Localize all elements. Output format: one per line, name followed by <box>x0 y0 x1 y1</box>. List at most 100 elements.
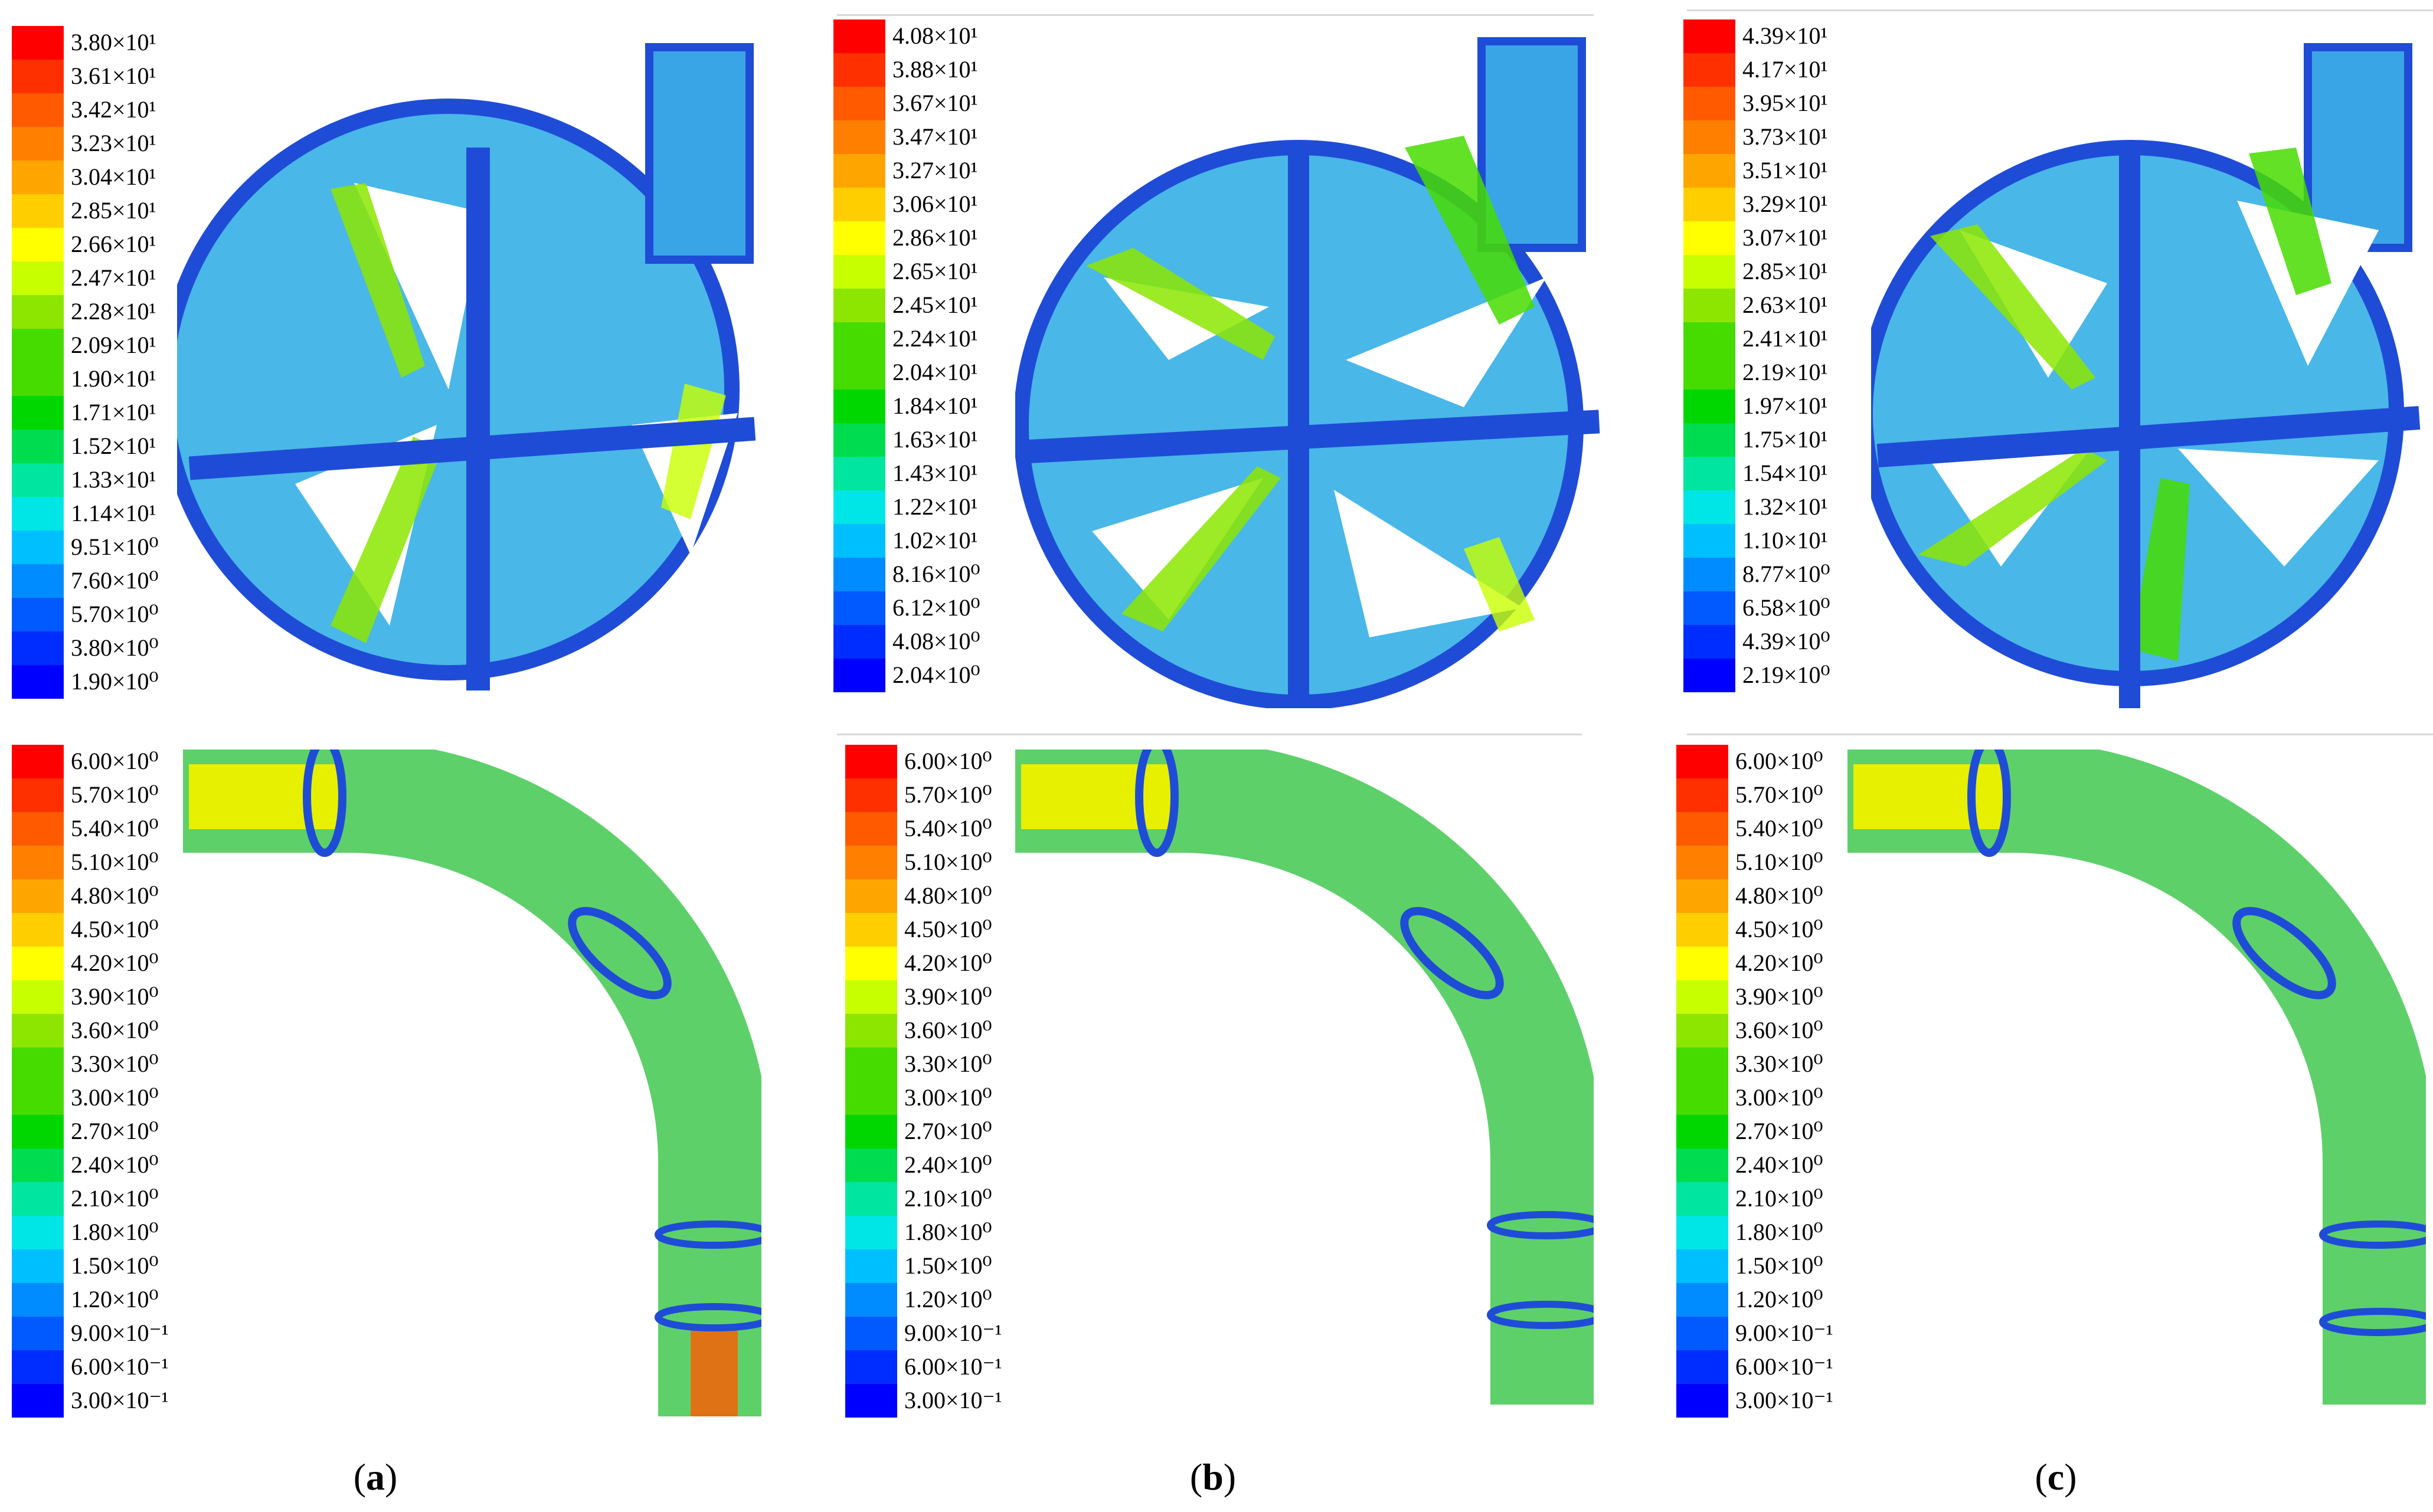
legend-label: 3.47×10¹ <box>892 123 978 150</box>
legend-entry: 3.80×10⁰ <box>12 631 224 665</box>
legend-entry: 3.88×10¹ <box>833 53 1046 87</box>
legend-label: 4.20×10⁰ <box>904 950 992 976</box>
legend-label: 5.10×10⁰ <box>904 849 992 875</box>
legend-swatch <box>845 1249 897 1283</box>
legend-entry: 5.40×10⁰ <box>12 812 224 846</box>
pipe-legend: 6.00×10⁰ 5.70×10⁰ 5.40×10⁰ 5.10×10⁰ 4.80×10⁰… <box>12 745 224 1418</box>
legend-entry: 4.50×10⁰ <box>845 913 1058 947</box>
flow-void <box>1334 490 1523 637</box>
legend-entry: 3.07×10¹ <box>1683 221 1896 255</box>
caption-letter: b <box>1202 1456 1224 1498</box>
legend-label: 6.00×10⁰ <box>1735 748 1823 774</box>
legend-label: 2.24×10¹ <box>892 325 978 352</box>
legend-swatch <box>1683 53 1735 87</box>
legend-entry: 3.00×10⁰ <box>845 1081 1058 1115</box>
legend-swatch <box>833 490 885 524</box>
legend-entry: 1.02×10¹ <box>833 524 1046 558</box>
legend-entry: 1.50×10⁰ <box>1676 1249 1889 1283</box>
legend-entry: 4.80×10⁰ <box>1676 879 1889 913</box>
outlet-duct <box>1477 37 1586 252</box>
legend-swatch <box>12 26 64 60</box>
separator-line <box>837 14 1594 16</box>
pipe-velocity-field <box>1847 750 2426 1405</box>
legend-entry: 2.24×10¹ <box>833 322 1046 356</box>
legend-entry: 2.40×10⁰ <box>1676 1148 1889 1182</box>
legend-label: 2.10×10⁰ <box>904 1185 992 1212</box>
legend-label: 5.70×10⁰ <box>71 781 159 808</box>
legend-entry: 4.39×10⁰ <box>1683 625 1896 659</box>
legend-label: 2.19×10¹ <box>1742 359 1828 385</box>
legend-label: 3.60×10⁰ <box>904 1017 992 1043</box>
legend-label: 1.50×10⁰ <box>71 1252 159 1279</box>
legend-label: 1.32×10¹ <box>1742 493 1828 520</box>
legend-swatch <box>845 1115 897 1148</box>
legend-entry: 4.20×10⁰ <box>845 947 1058 980</box>
legend-swatch <box>1676 1115 1728 1148</box>
legend-swatch <box>845 1317 897 1350</box>
legend-label: 3.80×10¹ <box>71 29 156 55</box>
legend-label: 2.04×10⁰ <box>892 662 980 688</box>
legend-entry: 1.10×10¹ <box>1683 524 1896 558</box>
legend-swatch <box>845 1283 897 1317</box>
blade-wake <box>1086 248 1275 360</box>
legend-label: 9.51×10⁰ <box>71 534 159 560</box>
legend-entry: 2.28×10¹ <box>12 295 224 329</box>
legend-swatch <box>845 1081 897 1115</box>
legend-swatch <box>1683 87 1735 120</box>
legend-label: 1.71×10¹ <box>71 399 156 426</box>
legend-swatch <box>833 356 885 390</box>
legend-label: 5.70×10⁰ <box>904 781 992 808</box>
legend-entry: 4.17×10¹ <box>1683 53 1896 87</box>
legend-swatch <box>833 591 885 625</box>
legend-label: 3.00×10⁻¹ <box>904 1387 1002 1413</box>
legend-label: 3.30×10⁰ <box>904 1050 992 1077</box>
legend-label: 2.28×10¹ <box>71 298 156 325</box>
legend-swatch <box>1676 745 1728 778</box>
legend-swatch <box>1683 188 1735 221</box>
legend-label: 3.73×10¹ <box>1742 123 1828 150</box>
legend-label: 3.27×10¹ <box>892 157 978 184</box>
legend-label: 3.04×10¹ <box>71 163 156 190</box>
legend-label: 2.85×10¹ <box>71 197 156 224</box>
legend-entry: 9.51×10⁰ <box>12 531 224 564</box>
legend-label: 6.12×10⁰ <box>892 594 980 621</box>
impeller-blade <box>1026 410 1600 464</box>
legend-swatch <box>845 913 897 947</box>
pipe-velocity-field <box>183 750 761 1416</box>
legend-swatch <box>12 947 64 980</box>
legend-label: 6.00×10⁻¹ <box>71 1353 169 1380</box>
legend-label: 3.95×10¹ <box>1742 90 1828 116</box>
legend-swatch <box>1683 19 1735 53</box>
legend-swatch <box>12 430 64 463</box>
legend-entry: 2.04×10⁰ <box>833 659 1046 692</box>
legend-swatch <box>1676 778 1728 812</box>
legend-label: 5.10×10⁰ <box>71 849 159 875</box>
pipe-legend: 6.00×10⁰ 5.70×10⁰ 5.40×10⁰ 5.10×10⁰ 4.80×10⁰… <box>845 745 1058 1418</box>
legend-label: 3.60×10⁰ <box>71 1017 159 1043</box>
legend-label: 2.63×10¹ <box>1742 292 1828 318</box>
legend-entry: 2.10×10⁰ <box>1676 1182 1889 1216</box>
legend-swatch <box>1676 1148 1728 1182</box>
legend-label: 4.20×10⁰ <box>71 950 159 976</box>
legend-entry: 4.80×10⁰ <box>12 879 224 913</box>
blade-wake <box>1405 136 1535 325</box>
legend-label: 2.40×10⁰ <box>904 1151 992 1178</box>
legend-label: 5.70×10⁰ <box>71 601 159 627</box>
legend-swatch <box>1676 812 1728 846</box>
legend-label: 2.70×10⁰ <box>71 1118 159 1144</box>
legend-swatch <box>12 497 64 531</box>
legend-label: 2.19×10⁰ <box>1742 662 1830 688</box>
legend-label: 5.40×10⁰ <box>904 815 992 842</box>
legend-entry: 2.04×10¹ <box>833 356 1046 390</box>
legend-label: 3.42×10¹ <box>71 96 156 123</box>
legend-label: 4.50×10⁰ <box>1735 916 1823 942</box>
pump-legend: 3.80×10¹ 3.61×10¹ 3.42×10¹ 3.23×10¹ 3.04×10¹… <box>12 26 224 699</box>
legend-label: 3.00×10⁰ <box>1735 1084 1823 1111</box>
legend-label: 1.10×10¹ <box>1742 527 1828 554</box>
legend-label: 3.51×10¹ <box>1742 157 1828 184</box>
legend-label: 8.16×10⁰ <box>892 561 980 587</box>
legend-label: 3.90×10⁰ <box>904 983 992 1010</box>
legend-label: 1.22×10¹ <box>892 493 978 520</box>
legend-swatch <box>12 1249 64 1283</box>
legend-swatch <box>845 812 897 846</box>
